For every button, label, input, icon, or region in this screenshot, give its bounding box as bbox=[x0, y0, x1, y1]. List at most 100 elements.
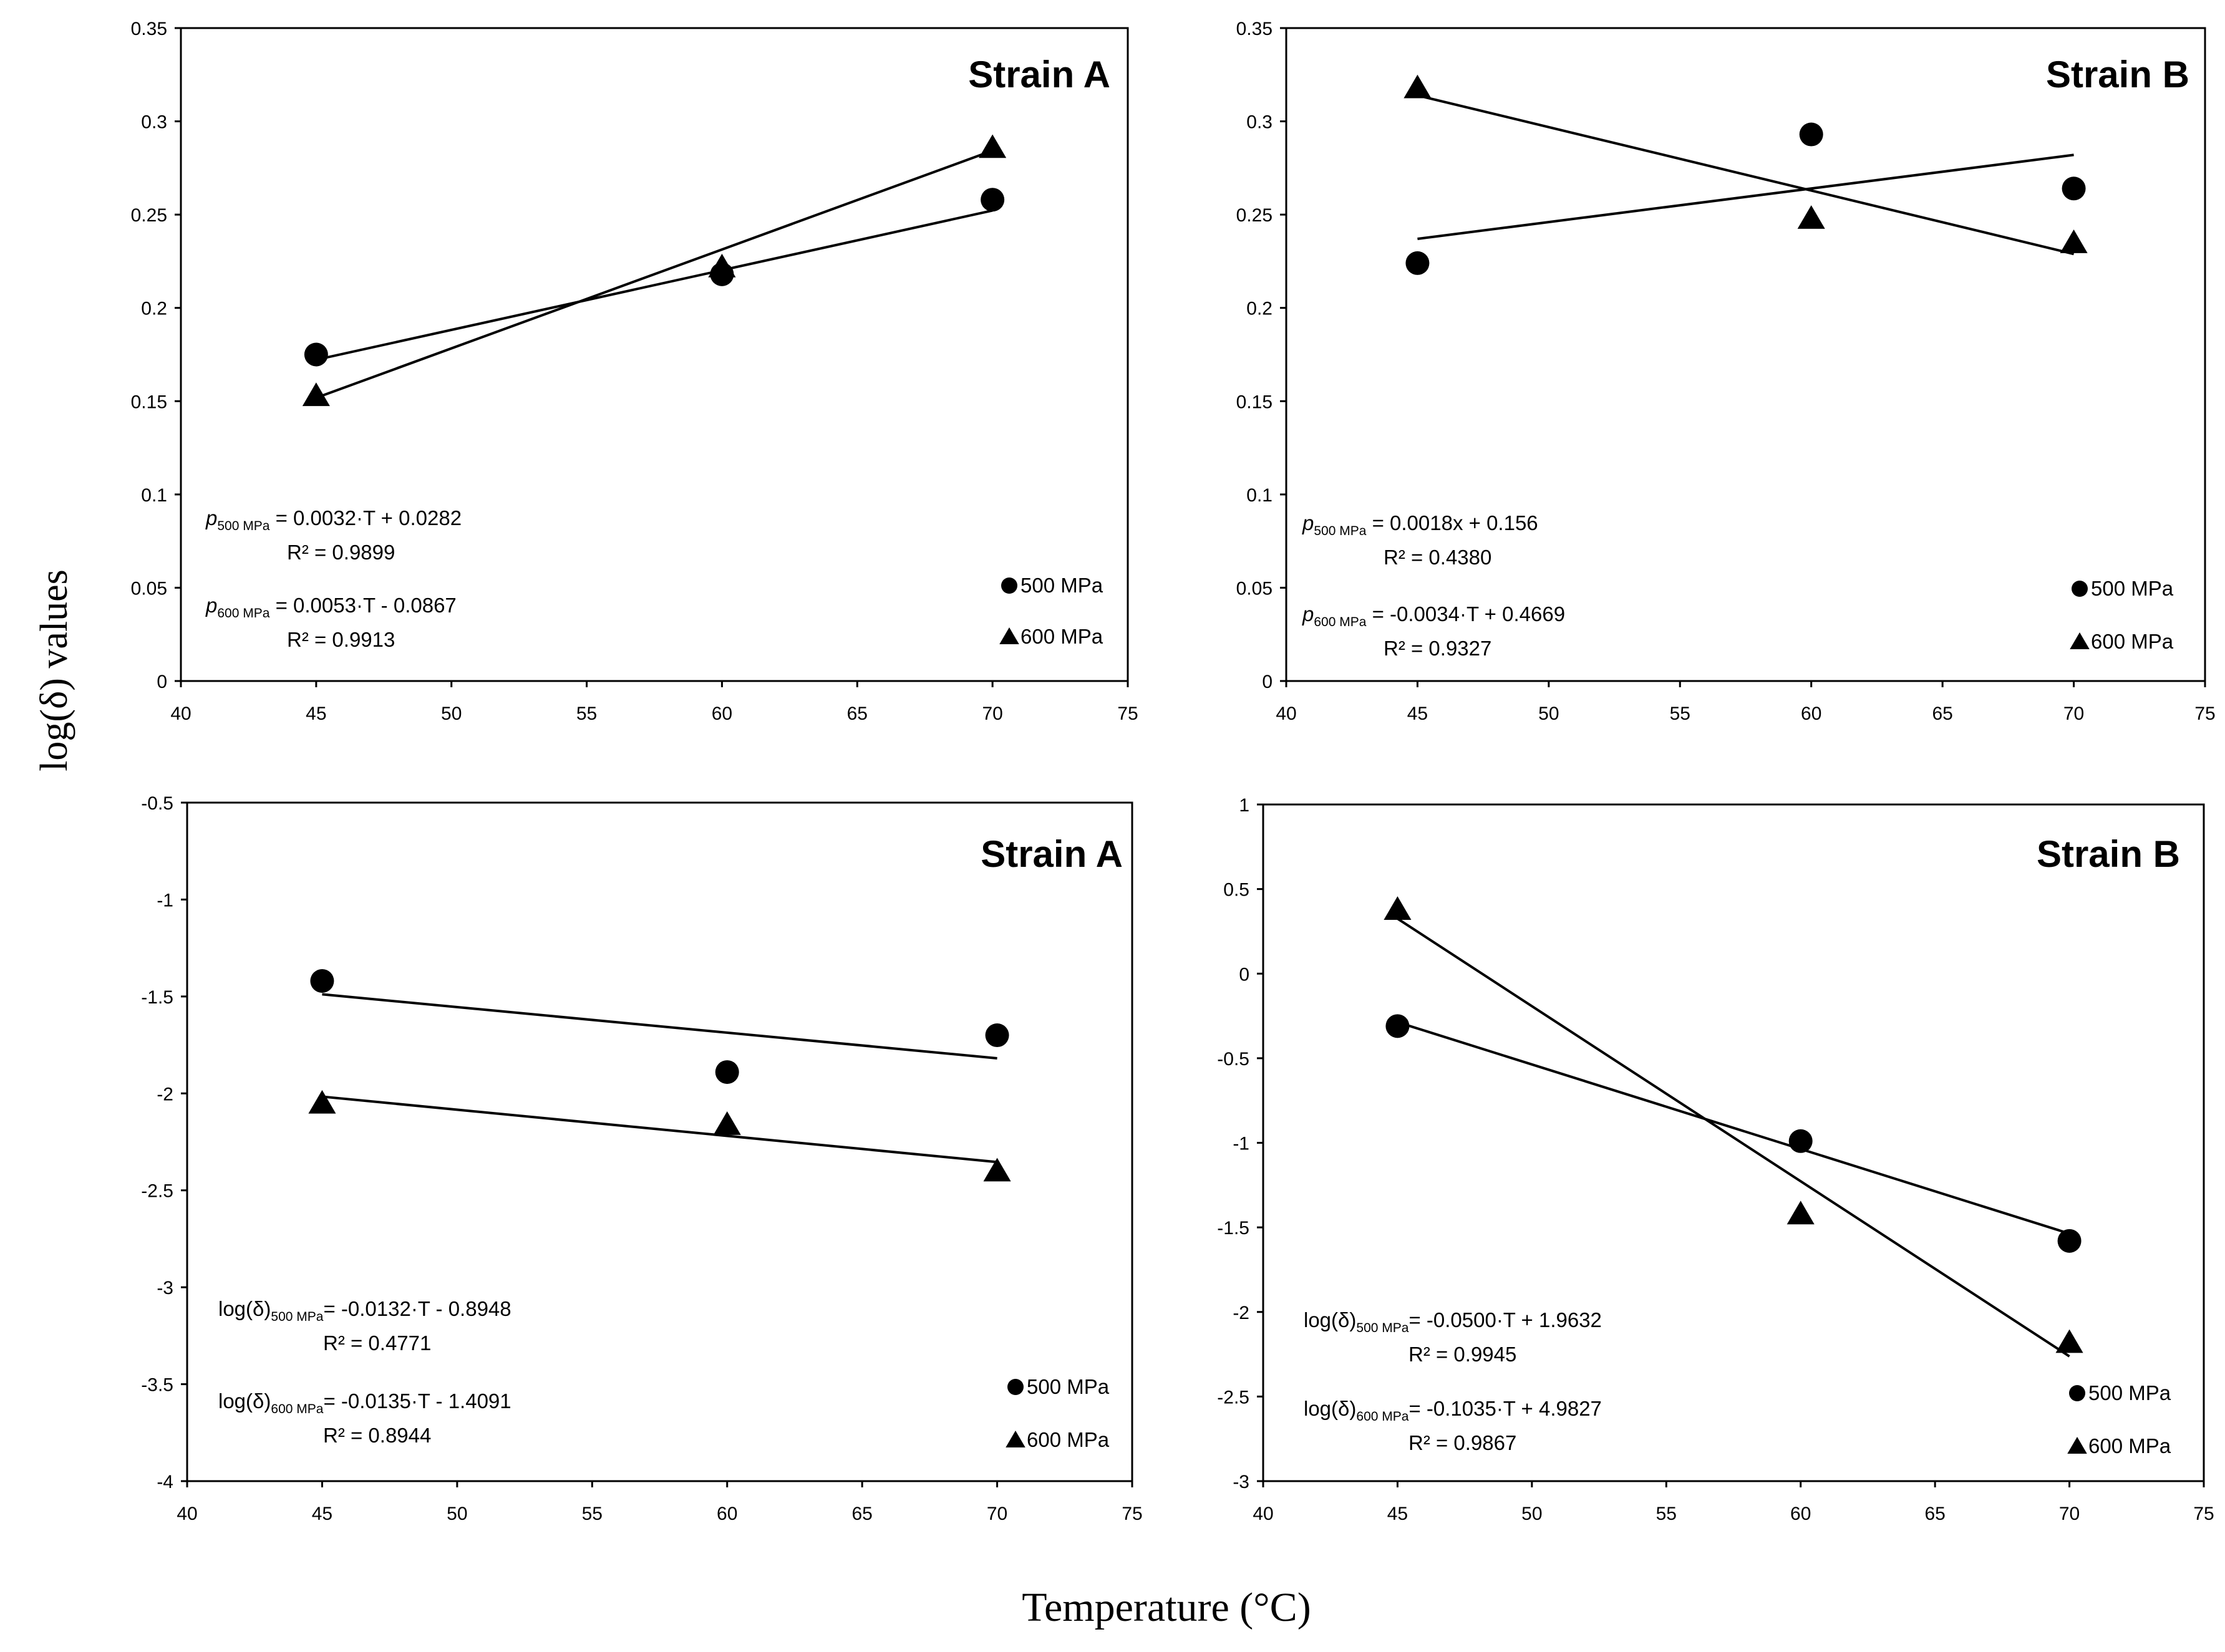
x-tick-label: 45 bbox=[312, 1504, 332, 1524]
y-tick-label: 1 bbox=[1239, 795, 1249, 816]
data-point-circle bbox=[310, 968, 334, 993]
r-squared: R² = 0.4380 bbox=[1384, 546, 1491, 569]
r-squared: R² = 0.9899 bbox=[287, 541, 395, 564]
plot-area bbox=[1285, 27, 2206, 682]
y-tick-label: -3 bbox=[157, 1278, 173, 1298]
x-tick-label: 60 bbox=[1801, 703, 1821, 724]
r-squared: R² = 0.9327 bbox=[1384, 637, 1491, 660]
legend-marker-circle bbox=[2069, 1385, 2085, 1401]
x-tick-label: 45 bbox=[1387, 1504, 1408, 1524]
y-tick-label: 0.15 bbox=[1236, 392, 1272, 412]
x-tick-label: 65 bbox=[847, 703, 868, 724]
y-tick-label: -0.5 bbox=[1217, 1049, 1249, 1070]
x-tick-label: 70 bbox=[982, 703, 1002, 724]
x-tick-label: 75 bbox=[2194, 703, 2215, 724]
x-tick-label: 70 bbox=[2063, 703, 2084, 724]
x-axis-title: Temperature (°C) bbox=[1022, 1585, 1311, 1630]
data-point-triangle bbox=[1797, 205, 1825, 229]
data-point-circle bbox=[2062, 176, 2086, 201]
fit-equation: log(δ)600 MPa= -0.0135·T - 1.4091 bbox=[218, 1389, 511, 1416]
data-point-triangle bbox=[1403, 74, 1432, 99]
y-tick-label: -4 bbox=[157, 1472, 173, 1492]
y-tick-label: 0.15 bbox=[131, 392, 167, 412]
fit-equation: p600 MPa = 0.0053·T - 0.0867 bbox=[205, 594, 457, 621]
data-point-circle bbox=[981, 188, 1005, 212]
legend-label: 600 MPa bbox=[2091, 630, 2174, 653]
fit-line-circle bbox=[316, 209, 993, 361]
x-tick-label: 60 bbox=[1790, 1504, 1811, 1524]
y-tick-label: 0.05 bbox=[1236, 578, 1272, 599]
legend-marker-triangle bbox=[2070, 632, 2090, 649]
data-point-triangle bbox=[308, 1089, 336, 1114]
y-tick-label: -0.5 bbox=[141, 793, 173, 814]
x-tick-label: 40 bbox=[170, 703, 191, 724]
plot-area bbox=[180, 27, 1129, 682]
fit-equation: p500 MPa = 0.0032·T + 0.0282 bbox=[205, 506, 462, 533]
fit-line-triangle bbox=[316, 149, 993, 399]
y-tick-label: -2.5 bbox=[1217, 1387, 1249, 1408]
fit-equation: log(δ)500 MPa= -0.0500·T + 1.9632 bbox=[1304, 1308, 1602, 1335]
data-point-triangle bbox=[2055, 1329, 2083, 1353]
y-tick-label: 0.3 bbox=[1246, 112, 1272, 133]
legend-label: 600 MPa bbox=[2088, 1434, 2171, 1457]
x-tick-label: 40 bbox=[1276, 703, 1296, 724]
fit-line-triangle bbox=[322, 1095, 997, 1164]
y-tick-label: 0.2 bbox=[1246, 299, 1272, 319]
data-point-triangle bbox=[1786, 1200, 1815, 1225]
legend-label: 500 MPa bbox=[2088, 1381, 2171, 1404]
data-point-circle bbox=[710, 262, 734, 286]
x-tick-label: 65 bbox=[1932, 703, 1952, 724]
r-squared: R² = 0.8944 bbox=[323, 1424, 431, 1447]
y-tick-label: -1 bbox=[1233, 1134, 1249, 1154]
panel-title: Strain A bbox=[981, 833, 1123, 875]
legend-label: 500 MPa bbox=[1020, 574, 1103, 597]
y-tick-label: 0.1 bbox=[1246, 485, 1272, 506]
y-tick-label: 0 bbox=[157, 672, 167, 692]
x-tick-label: 45 bbox=[1407, 703, 1428, 724]
r-squared: R² = 0.9913 bbox=[287, 628, 395, 651]
data-point-circle bbox=[1385, 1014, 1410, 1038]
y-tick-label: 0.3 bbox=[141, 112, 167, 133]
data-point-circle bbox=[1405, 251, 1430, 275]
plot-area bbox=[186, 801, 1133, 1482]
legend-marker-triangle bbox=[2067, 1437, 2087, 1454]
y-tick-label: 0.05 bbox=[131, 578, 167, 599]
y-tick-label: 0.2 bbox=[141, 299, 167, 319]
data-point-circle bbox=[304, 342, 328, 367]
y-tick-label: -2 bbox=[1233, 1303, 1249, 1323]
fit-equation: p600 MPa = -0.0034·T + 0.4669 bbox=[1302, 602, 1565, 629]
legend-marker-triangle bbox=[1006, 1431, 1025, 1447]
data-point-circle bbox=[985, 1023, 1009, 1048]
data-point-triangle bbox=[2060, 229, 2088, 253]
y-tick-label: -1 bbox=[157, 890, 173, 911]
y-tick-label: 0 bbox=[1262, 672, 1272, 692]
x-tick-label: 75 bbox=[2193, 1504, 2214, 1524]
data-point-triangle bbox=[713, 1111, 741, 1135]
r-squared: R² = 0.9867 bbox=[1408, 1431, 1516, 1454]
data-point-triangle bbox=[1384, 896, 1412, 920]
x-tick-label: 55 bbox=[1656, 1504, 1677, 1524]
data-point-circle bbox=[1788, 1129, 1813, 1153]
y-tick-label: 0.25 bbox=[131, 205, 167, 226]
r-squared: R² = 0.4771 bbox=[323, 1331, 431, 1355]
x-tick-label: 45 bbox=[306, 703, 326, 724]
fit-equation: log(δ)600 MPa= -0.1035·T + 4.9827 bbox=[1304, 1397, 1602, 1424]
panel-title: Strain A bbox=[968, 54, 1110, 95]
y-axis-title: log(δ) values bbox=[32, 569, 75, 771]
data-point-circle bbox=[1799, 122, 1823, 147]
x-tick-label: 50 bbox=[441, 703, 462, 724]
y-tick-label: -3.5 bbox=[141, 1375, 173, 1396]
x-tick-label: 55 bbox=[582, 1504, 603, 1524]
legend-marker-circle bbox=[2072, 581, 2088, 597]
fit-equation: log(δ)500 MPa= -0.0132·T - 0.8948 bbox=[218, 1297, 511, 1324]
data-point-triangle bbox=[983, 1157, 1011, 1182]
x-tick-label: 60 bbox=[717, 1504, 737, 1524]
legend-label: 500 MPa bbox=[2091, 577, 2174, 600]
data-point-circle bbox=[2057, 1229, 2082, 1253]
y-tick-label: -1.5 bbox=[141, 987, 173, 1008]
data-point-triangle bbox=[302, 382, 330, 407]
x-tick-label: 70 bbox=[2059, 1504, 2080, 1524]
x-tick-label: 40 bbox=[1253, 1504, 1273, 1524]
